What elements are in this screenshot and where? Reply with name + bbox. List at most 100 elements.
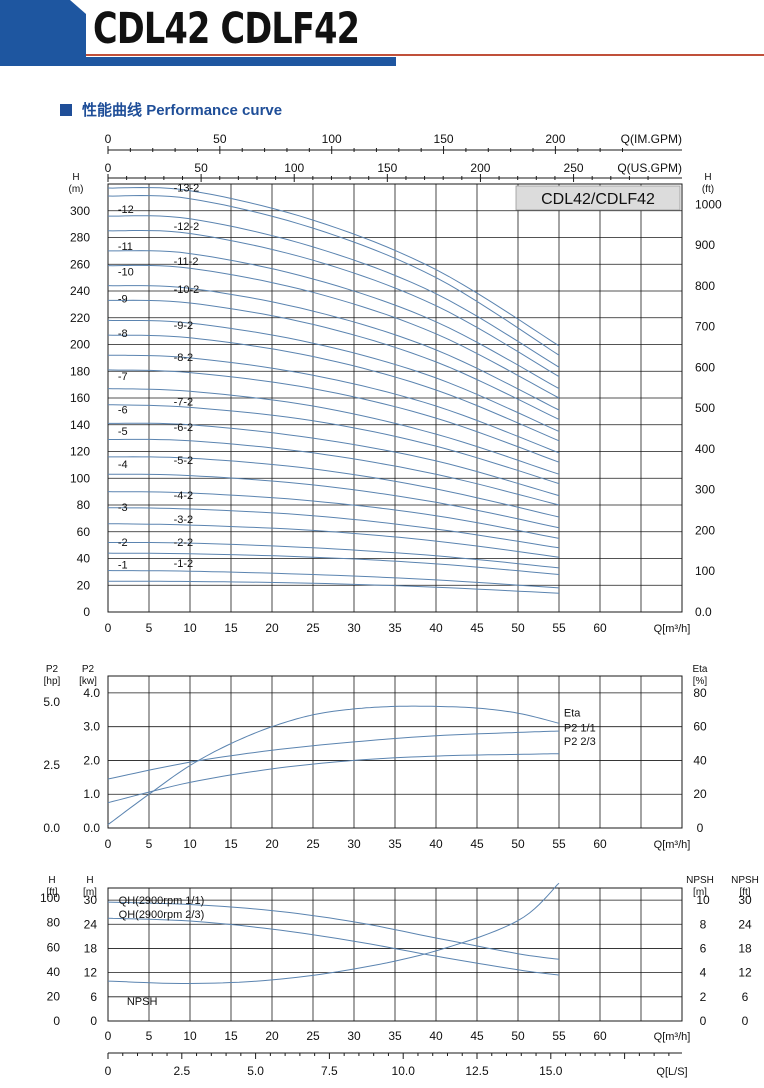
chart2-x-tick-label: 45 [470, 837, 484, 851]
chart3-npsh-m-unit: [m] [693, 887, 707, 898]
qh-curve-5 [108, 438, 560, 506]
chart1-x-tick-label: 55 [552, 621, 566, 635]
chart3-ft-tick-label: 0 [53, 1014, 60, 1028]
chart1-y2-label: H [704, 172, 711, 183]
chart2-hp-tick-label: 0.0 [43, 821, 60, 835]
chart1-y-tick-label: 160 [70, 391, 90, 405]
chart3-ft-tick-label: 80 [47, 916, 61, 930]
curve-label: -6 [118, 404, 128, 416]
curve-label: -10-2 [174, 284, 200, 296]
chart1-y-label: H [72, 172, 79, 183]
chart1-x-tick-label: 15 [224, 621, 238, 635]
chart2-x-tick-label: 20 [265, 837, 279, 851]
chart2-eta-unit: [%] [693, 676, 708, 687]
chart2-eta-label: Eta [692, 664, 707, 675]
chart3-ft-tick-label: 100 [40, 891, 60, 905]
qh-curve-4-2 [107, 491, 560, 539]
chart2-eta-tick-label: 20 [693, 787, 707, 801]
p2-full-curve-label: P2 1/1 [564, 723, 596, 735]
curve-label: -4-2 [174, 490, 194, 502]
chart3-ft-tick-label: 20 [47, 989, 61, 1003]
chart2-x-tick-label: 5 [146, 837, 153, 851]
chart3-npsh-m-tick-label: 10 [696, 893, 710, 907]
curve-label: -4 [118, 459, 128, 471]
chart3-x-tick-label: 15 [224, 1029, 238, 1043]
chart3-x-tick-label: 30 [347, 1029, 361, 1043]
qh-curve-6-2 [108, 422, 560, 497]
chart3-x-tick-label: 20 [265, 1029, 279, 1043]
chart2-x-tick-label: 10 [183, 837, 197, 851]
chart3-ft-tick-label: 60 [47, 940, 61, 954]
chart3-x-tick-label: 55 [552, 1029, 566, 1043]
chart1-x-label: Q[m³/h] [654, 623, 691, 635]
curve-label: -5 [118, 426, 128, 438]
qh-curve-2-2 [107, 552, 560, 575]
chart2-eta-tick-label: 0 [697, 821, 704, 835]
chart3-m-tick-label: 12 [84, 966, 98, 980]
top-axis-im-tick-label: 0 [105, 132, 112, 146]
chart2-eta-tick-label: 40 [693, 753, 707, 767]
chart2-x-tick-label: 0 [105, 837, 112, 851]
qh-curve-13-2 [107, 186, 560, 347]
chart3-curve-NPSH [107, 882, 560, 984]
top-axis-im-tick-label: 100 [322, 132, 342, 146]
top-axis-us-tick-label: 0 [105, 161, 112, 175]
chart2-kw-unit: [kw] [79, 676, 97, 687]
chart3-npsh-m-tick-label: 0 [700, 1014, 707, 1028]
curve-label: -10 [118, 267, 134, 279]
qh-curve-11 [107, 230, 560, 378]
chart3-npsh-m-label: NPSH [686, 875, 714, 886]
chart1-y-tick-label: 60 [77, 525, 91, 539]
chart1-y2-tick-label: 400 [695, 442, 715, 456]
p2-two-thirds-curve-label: P2 2/3 [564, 736, 596, 748]
qh-curve-8 [107, 334, 560, 442]
chart1-x-tick-label: 5 [146, 621, 153, 635]
chart3-m-tick-label: 18 [84, 941, 98, 955]
qh-curve-8-2 [107, 354, 560, 454]
npsh-curve-label: NPSH [127, 996, 158, 1008]
chart1-y2-tick-label: 200 [695, 523, 715, 537]
chart3-npsh-ft-tick-label: 0 [742, 1014, 749, 1028]
qh-curve-9-2 [107, 319, 560, 432]
chart2-x-tick-label: 30 [347, 837, 361, 851]
qh-two-thirds-curve-label: QH(2900rpm 2/3) [119, 909, 205, 921]
page-title: CDL42 CDLF42 [93, 4, 360, 54]
curve-label: -13-2 [174, 182, 200, 194]
curve-label: -1-2 [174, 558, 194, 570]
chart3-ft-unit: [ft] [46, 887, 57, 898]
curve-label: -1 [118, 560, 128, 572]
chart1-y2-tick-label: 100 [695, 564, 715, 578]
chart3-npsh-ft-tick-label: 24 [738, 917, 752, 931]
eta-curve-label: Eta [564, 708, 581, 720]
chart3-m-unit: [m] [83, 887, 97, 898]
chart1-y-tick-label: 120 [70, 445, 90, 459]
qh-curve-3-2 [107, 523, 560, 558]
chart3-npsh-ft-unit: [ft] [739, 887, 750, 898]
qh-full-curve-label: QH(2900rpm 1/1) [119, 895, 205, 907]
chart2-x-tick-label: 35 [388, 837, 402, 851]
curve-label: -9 [118, 293, 128, 305]
chart3-x-tick-label: 10 [183, 1029, 197, 1043]
top-axis-im-label: Q(IM.GPM) [621, 132, 682, 146]
ls-axis-label: Q[L/S] [656, 1066, 687, 1078]
curve-label: -7 [118, 371, 128, 383]
chart1-y-tick-label: 80 [77, 498, 91, 512]
model-label-box [515, 185, 681, 211]
chart1-x-tick-label: 50 [511, 621, 525, 635]
chart2-curve-P2-1-1 [107, 730, 559, 780]
chart1-y2-tick-label: 900 [695, 238, 715, 252]
chart1-y2-tick-label: 300 [695, 483, 715, 497]
curve-label: -9-2 [174, 320, 194, 332]
qh-curve-4 [107, 473, 560, 529]
curve-label: -5-2 [174, 455, 194, 467]
curve-label: -2 [118, 537, 128, 549]
chart1-x-tick-label: 10 [183, 621, 197, 635]
chart2-x-tick-label: 40 [429, 837, 443, 851]
chart3-npsh-ft-tick-label: 12 [738, 966, 752, 980]
chart2-curve-P2-2-3 [107, 753, 559, 804]
chart3-m-label: H [86, 875, 93, 886]
section-title-en: Performance curve [146, 102, 283, 119]
chart1-x-tick-label: 35 [388, 621, 402, 635]
chart1-y2-tick-label: 600 [695, 360, 715, 374]
